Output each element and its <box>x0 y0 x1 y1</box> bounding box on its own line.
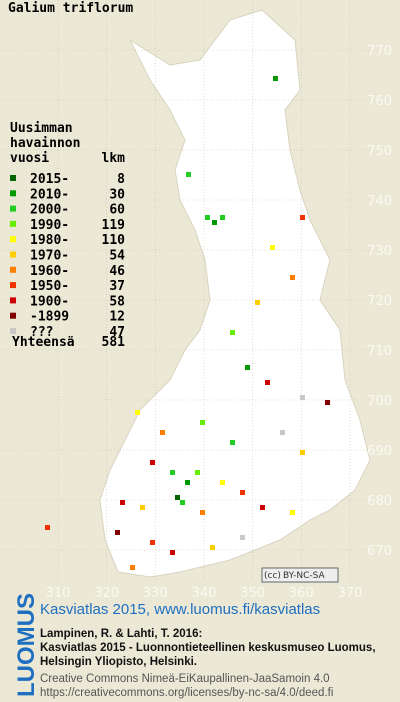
grid <box>0 0 372 582</box>
legend-label: -1899 <box>30 310 69 325</box>
legend-swatch <box>10 266 16 273</box>
headline[interactable]: Kasviatlas 2015, www.luomus.fi/kasviatla… <box>40 601 320 618</box>
cc-badge-box <box>261 567 339 583</box>
y-tick-label: 710 <box>367 344 392 359</box>
legend-count: 119 <box>102 218 125 233</box>
legend-count: 60 <box>109 203 125 218</box>
legend-swatch <box>10 297 16 304</box>
x-tick-label: 370 <box>338 586 363 601</box>
cc-icon: (cc) <box>264 571 281 581</box>
y-tick-label: 670 <box>367 544 392 559</box>
legend-total: 581 <box>102 335 126 350</box>
legend-swatch <box>10 328 16 334</box>
x-tick-label: 340 <box>192 586 217 601</box>
legend-label: 1900- <box>30 294 69 309</box>
legend-heading: Uusimman <box>10 121 73 136</box>
cc-badge: BY-NC-SA <box>283 571 326 581</box>
y-tick-label: 740 <box>367 194 392 209</box>
y-tick-label: 690 <box>367 444 392 459</box>
legend-heading: havainnon <box>10 136 80 151</box>
legend-count: 37 <box>109 279 125 294</box>
legend-swatch <box>10 236 16 243</box>
finland-outline <box>99 9 371 578</box>
legend-swatch <box>10 312 16 319</box>
license-url[interactable]: https://creativecommons.org/licenses/by-… <box>40 687 333 699</box>
legend-heading: vuosi <box>10 151 49 166</box>
legend-swatch <box>10 251 16 258</box>
legend-count: 8 <box>117 172 125 187</box>
legend-count-heading: lkm <box>102 151 126 166</box>
y-tick-label: 760 <box>367 94 392 109</box>
legend-count: 12 <box>109 310 125 325</box>
brand: LUOMUS <box>13 593 40 697</box>
legend-label: 1990- <box>30 218 69 233</box>
citation: Lampinen, R. & Lahti, T. 2016: <box>40 628 202 640</box>
y-tick-label: 700 <box>367 394 392 409</box>
observation-squares <box>45 76 330 570</box>
legend-swatch <box>10 220 16 227</box>
legend-count: 58 <box>109 294 125 309</box>
license: Creative Commons Nimeä-EiKaupallinen-Jaa… <box>40 673 330 685</box>
legend-label: 1950- <box>30 279 69 294</box>
legend-label: 1980- <box>30 233 69 248</box>
citation: Kasviatlas 2015 - Luonnontieteellinen ke… <box>40 642 376 654</box>
x-tick-label: 330 <box>143 586 168 601</box>
x-tick-label: 310 <box>46 586 71 601</box>
legend-swatch <box>10 175 16 181</box>
legend-label: 2010- <box>30 187 69 202</box>
legend-count: 46 <box>109 264 125 279</box>
x-tick-label: 320 <box>94 586 119 601</box>
legend-label: 1960- <box>30 264 69 279</box>
legend-swatch <box>10 205 16 212</box>
legend-total-label: Yhteensä <box>12 335 75 350</box>
y-tick-label: 750 <box>367 144 392 159</box>
citation: Helsingin Yliopisto, Helsinki. <box>40 656 197 668</box>
legend-label: 2015- <box>30 172 69 187</box>
y-tick-label: 720 <box>367 294 392 309</box>
x-tick-label: 350 <box>240 586 265 601</box>
legend-swatch <box>10 282 16 289</box>
legend-count: 47 <box>109 325 125 340</box>
legend-label: 2000- <box>30 203 69 218</box>
legend-count: 54 <box>109 249 125 264</box>
y-tick-label: 730 <box>367 244 392 259</box>
legend-count: 110 <box>102 233 126 248</box>
y-tick-label: 680 <box>367 494 392 509</box>
x-tick-label: 360 <box>289 586 314 601</box>
legend-label: 1970- <box>30 249 69 264</box>
species-title: Galium triflorum <box>8 1 133 16</box>
y-tick-label: 770 <box>367 44 392 59</box>
legend-label: ??? <box>30 325 53 340</box>
legend-count: 30 <box>109 187 125 202</box>
legend-swatch <box>10 190 16 197</box>
